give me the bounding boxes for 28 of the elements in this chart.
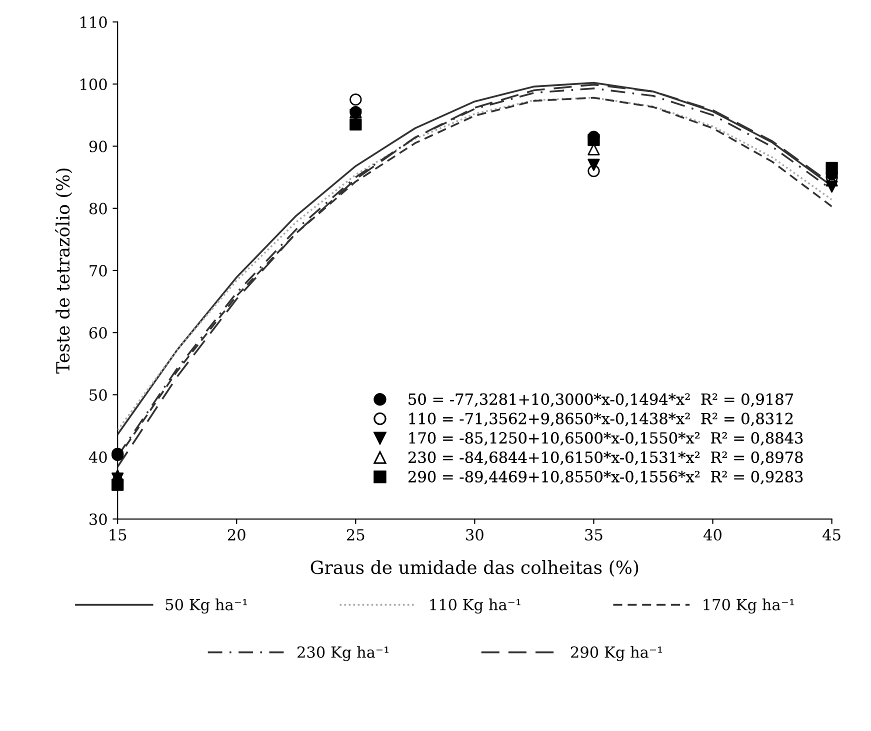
- x-tick-label: 25: [346, 529, 364, 541]
- legend-label: 110 Kg ha⁻¹: [430, 598, 520, 614]
- y-tick-label: 50: [90, 389, 107, 401]
- x-tick-label: 15: [110, 529, 126, 541]
- y-tick-label: 90: [89, 140, 107, 152]
- x-axis-title: Graus de umidade das colheitas (%): [310, 560, 638, 577]
- y-tick-label: 110: [80, 16, 107, 28]
- legend-label: 50 = -77,3281+10,3000*x-0,1494*x² R² = 0,9187: [408, 393, 793, 407]
- y-tick-label: 100: [80, 78, 107, 90]
- legend-label: 290 Kg ha⁻¹: [570, 646, 662, 662]
- legend-label: 230 Kg ha⁻¹: [298, 646, 388, 662]
- y-tick-label: 80: [89, 202, 107, 214]
- y-axis-title: Teste de tetrazólio (%): [54, 168, 72, 374]
- x-tick-label: 40: [704, 529, 722, 541]
- legend-label: 110 = -71,3562+9,8650*x-0,1438*x² R² = 0,8312: [409, 412, 793, 426]
- y-tick-label: 70: [90, 264, 107, 276]
- x-tick-label: 30: [466, 529, 484, 541]
- x-tick-label: 45: [822, 529, 840, 541]
- x-tick-label: 20: [228, 529, 246, 541]
- legend-label: 290 = -89,4469+10,8550*x-0,1556*x² R² = 0,9283: [408, 470, 803, 484]
- x-tick-label: 35: [585, 529, 602, 541]
- legend-label: 170 = -85,1250+10,6500*x-0,1550*x² R² = 0,8843: [409, 432, 803, 446]
- y-tick-label: 60: [89, 327, 107, 339]
- legend-label: 50 Kg ha⁻¹: [166, 598, 247, 614]
- legend-label: 170 Kg ha⁻¹: [704, 598, 794, 614]
- y-tick-label: 40: [88, 451, 107, 463]
- y-tick-label: 30: [90, 513, 107, 526]
- legend-label: 230 = -84,6844+10,6150*x-0,1531*x² R² = 0,8978: [408, 451, 803, 465]
